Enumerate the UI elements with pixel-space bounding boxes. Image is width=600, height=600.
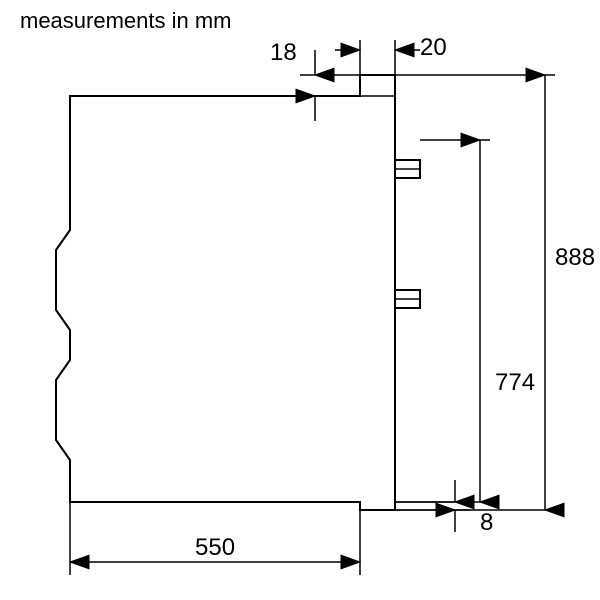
hinge-upper <box>395 160 420 178</box>
dim-18: 18 <box>270 39 360 121</box>
dim-888-label: 888 <box>555 244 595 271</box>
dim-550: 550 <box>70 502 360 575</box>
tech-drawing: measurements in mm 20 18 <box>0 0 600 600</box>
title-text: measurements in mm <box>20 8 232 33</box>
dim-20-label: 20 <box>420 34 447 61</box>
dim-774: 774 <box>395 140 535 502</box>
dim-550-label: 550 <box>195 534 235 561</box>
oven-body <box>56 75 420 510</box>
dim-18-label: 18 <box>270 39 297 66</box>
dim-774-label: 774 <box>495 369 535 396</box>
dim-20: 20 <box>335 34 447 75</box>
hinge-lower <box>395 290 420 308</box>
dim-8: 8 <box>395 480 493 536</box>
dim-8-label: 8 <box>480 509 493 536</box>
